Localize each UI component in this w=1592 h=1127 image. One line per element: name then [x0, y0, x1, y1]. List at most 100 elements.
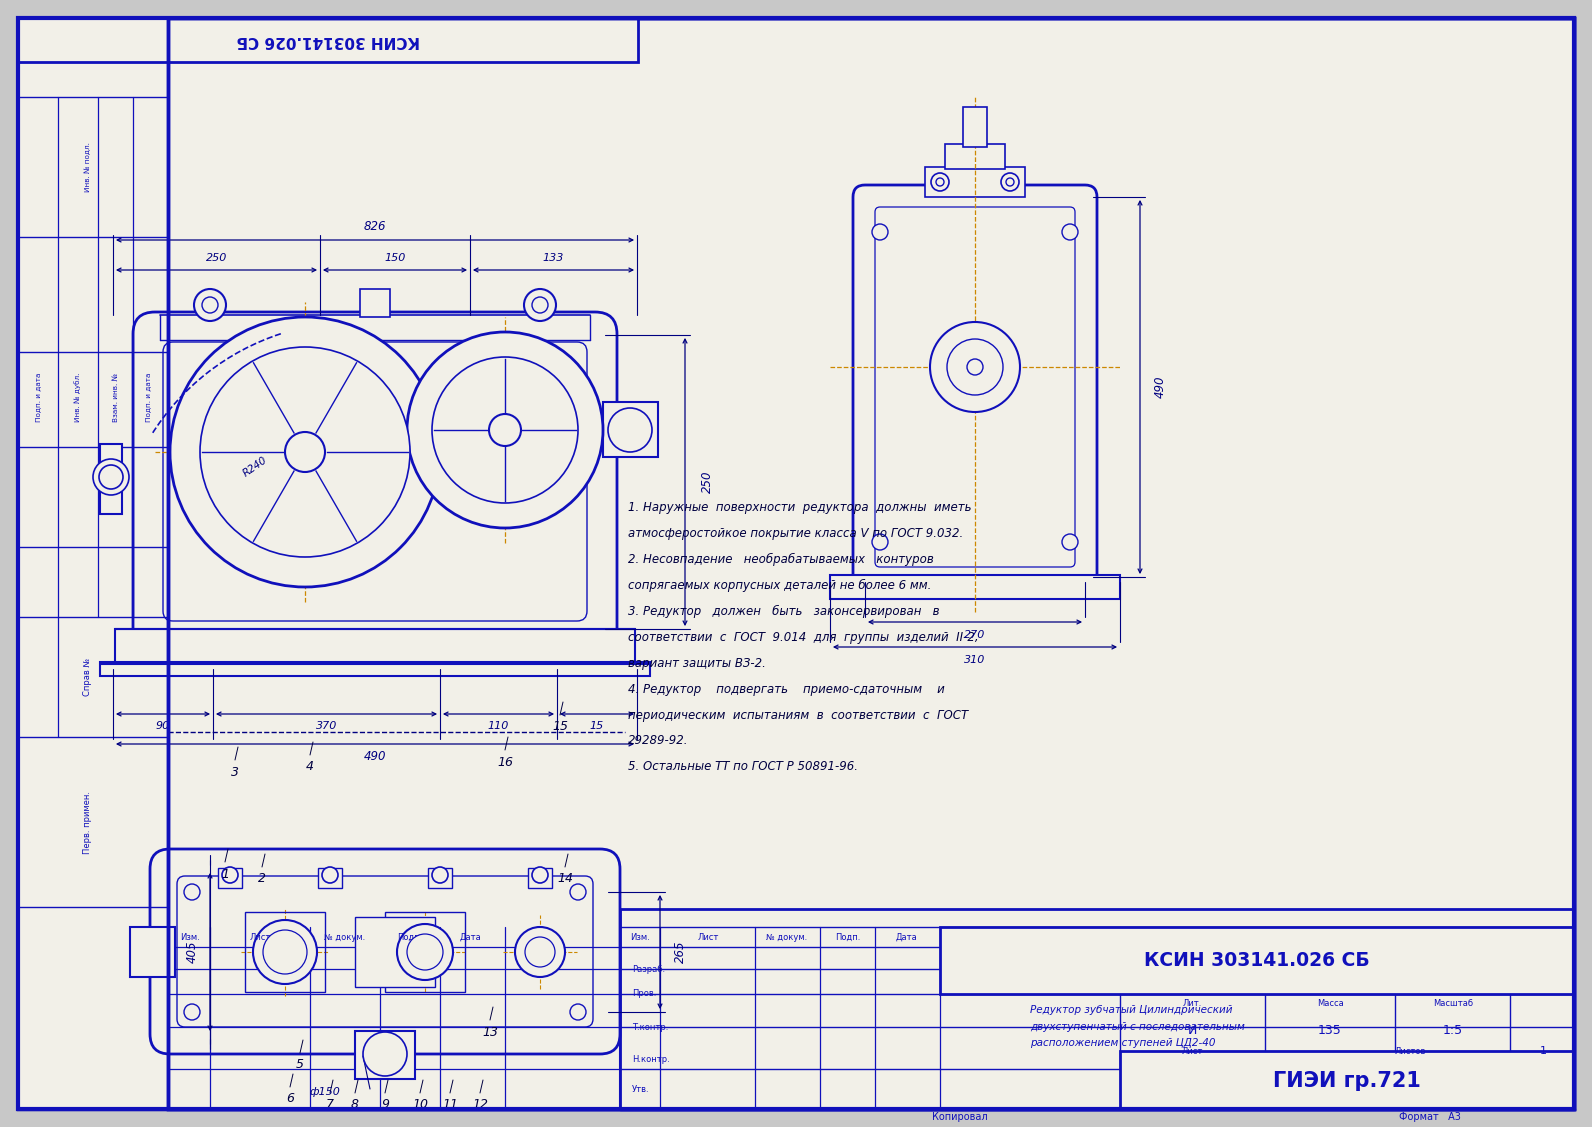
Text: Дата: Дата: [896, 932, 919, 941]
Circle shape: [322, 867, 338, 882]
Bar: [355, 1031, 416, 1079]
Text: 1: 1: [221, 868, 229, 880]
Bar: [428, 868, 452, 888]
Text: 14: 14: [557, 872, 573, 886]
Circle shape: [570, 884, 586, 900]
Bar: [169, 18, 1574, 1109]
Circle shape: [966, 360, 982, 375]
Text: 405: 405: [186, 941, 199, 964]
Circle shape: [524, 289, 556, 321]
Circle shape: [1062, 224, 1078, 240]
Circle shape: [570, 1004, 586, 1020]
FancyBboxPatch shape: [134, 312, 618, 651]
Circle shape: [408, 332, 603, 529]
Text: И: И: [1188, 1024, 1197, 1038]
Bar: [115, 629, 635, 664]
Circle shape: [253, 920, 317, 984]
Text: Подп.: Подп.: [836, 932, 861, 941]
Text: Масштаб: Масштаб: [1433, 999, 1473, 1008]
Bar: [785, 37, 1205, 667]
Text: 826: 826: [363, 221, 387, 233]
Text: ф150: ф150: [309, 1088, 341, 1097]
Bar: [318, 868, 342, 888]
Text: Взам. инв. №: Взам. инв. №: [113, 373, 119, 421]
Text: Дата: Дата: [458, 932, 481, 941]
Text: КСИН 303141.026 СБ: КСИН 303141.026 СБ: [236, 33, 420, 47]
Circle shape: [92, 459, 129, 495]
Bar: [169, 18, 1574, 1109]
Circle shape: [285, 432, 325, 472]
Circle shape: [872, 534, 888, 550]
Text: Т.контр.: Т.контр.: [632, 1022, 669, 1031]
Circle shape: [1001, 174, 1019, 190]
Bar: [360, 289, 390, 317]
Text: периодическим  испытаниям  в  соответствии  с  ГОСТ: периодическим испытаниям в соответствии …: [627, 709, 968, 721]
Bar: [91, 809, 720, 1054]
Circle shape: [930, 322, 1020, 412]
Circle shape: [263, 930, 307, 974]
Circle shape: [431, 867, 447, 882]
Text: Справ №: Справ №: [83, 658, 92, 696]
Circle shape: [431, 357, 578, 503]
Text: 135: 135: [1318, 1024, 1342, 1038]
Circle shape: [170, 317, 439, 587]
Bar: [385, 912, 465, 992]
Circle shape: [221, 867, 237, 882]
Circle shape: [947, 339, 1003, 394]
Bar: [946, 144, 1005, 169]
Text: 490: 490: [1154, 375, 1167, 398]
Text: Изм.: Изм.: [180, 932, 201, 941]
Bar: [100, 184, 650, 709]
FancyBboxPatch shape: [150, 849, 619, 1054]
Text: № докум.: № докум.: [766, 932, 807, 941]
Text: 13: 13: [482, 1026, 498, 1038]
Text: 29289-92.: 29289-92.: [627, 735, 688, 747]
Text: Листов: Листов: [1395, 1047, 1426, 1056]
Circle shape: [408, 934, 443, 970]
Text: 15: 15: [552, 720, 568, 734]
Circle shape: [872, 224, 888, 240]
Text: 1: 1: [1539, 1046, 1546, 1056]
Text: 270: 270: [965, 630, 985, 640]
Text: Пров.: Пров.: [632, 990, 656, 999]
Circle shape: [525, 937, 556, 967]
Text: 12: 12: [471, 1099, 489, 1111]
Bar: [963, 107, 987, 147]
Text: ГИЭИ гр.721: ГИЭИ гр.721: [1274, 1071, 1422, 1091]
Circle shape: [396, 924, 454, 980]
Bar: [939, 928, 1574, 994]
Text: двухступенчатый с последовательным: двухступенчатый с последовательным: [1030, 1022, 1245, 1032]
Text: Лист: Лист: [1181, 1047, 1202, 1056]
Text: R240: R240: [240, 455, 269, 479]
Bar: [169, 909, 619, 1109]
Text: Утв.: Утв.: [632, 1084, 650, 1093]
Circle shape: [363, 1032, 408, 1076]
Text: Формат   А3: Формат А3: [1399, 1112, 1461, 1122]
Circle shape: [608, 408, 653, 452]
Text: Инв. № дубл.: Инв. № дубл.: [75, 372, 81, 421]
Text: Лист: Лист: [250, 932, 271, 941]
Text: Инв. № подл.: Инв. № подл.: [84, 142, 91, 192]
Text: 7: 7: [326, 1099, 334, 1111]
Text: 3: 3: [231, 765, 239, 779]
Circle shape: [201, 347, 411, 557]
Bar: [100, 444, 123, 514]
Text: Изм.: Изм.: [630, 932, 650, 941]
Bar: [18, 18, 169, 1109]
Text: 370: 370: [315, 721, 338, 731]
Text: 5: 5: [296, 1058, 304, 1072]
Text: атмосферостойкое покрытие класса V по ГОСТ 9.032.: атмосферостойкое покрытие класса V по ГО…: [627, 526, 963, 540]
Text: Лит.: Лит.: [1183, 999, 1202, 1008]
Text: Разраб.: Разраб.: [632, 965, 665, 974]
Text: Перв. примен.: Перв. примен.: [83, 790, 92, 853]
Text: 11: 11: [443, 1099, 458, 1111]
Text: 490: 490: [363, 751, 387, 763]
Circle shape: [489, 414, 521, 446]
Text: сопрягаемых корпусных деталей не более 6 мм.: сопрягаемых корпусных деталей не более 6…: [627, 578, 931, 592]
Text: 1:5: 1:5: [1442, 1024, 1463, 1038]
Text: Копировал: Копировал: [933, 1112, 987, 1122]
Text: 110: 110: [487, 721, 509, 731]
Text: Лист: Лист: [697, 932, 718, 941]
Text: 5. Остальные ТТ по ГОСТ Р 50891-96.: 5. Остальные ТТ по ГОСТ Р 50891-96.: [627, 761, 858, 773]
Text: 250: 250: [205, 252, 228, 263]
